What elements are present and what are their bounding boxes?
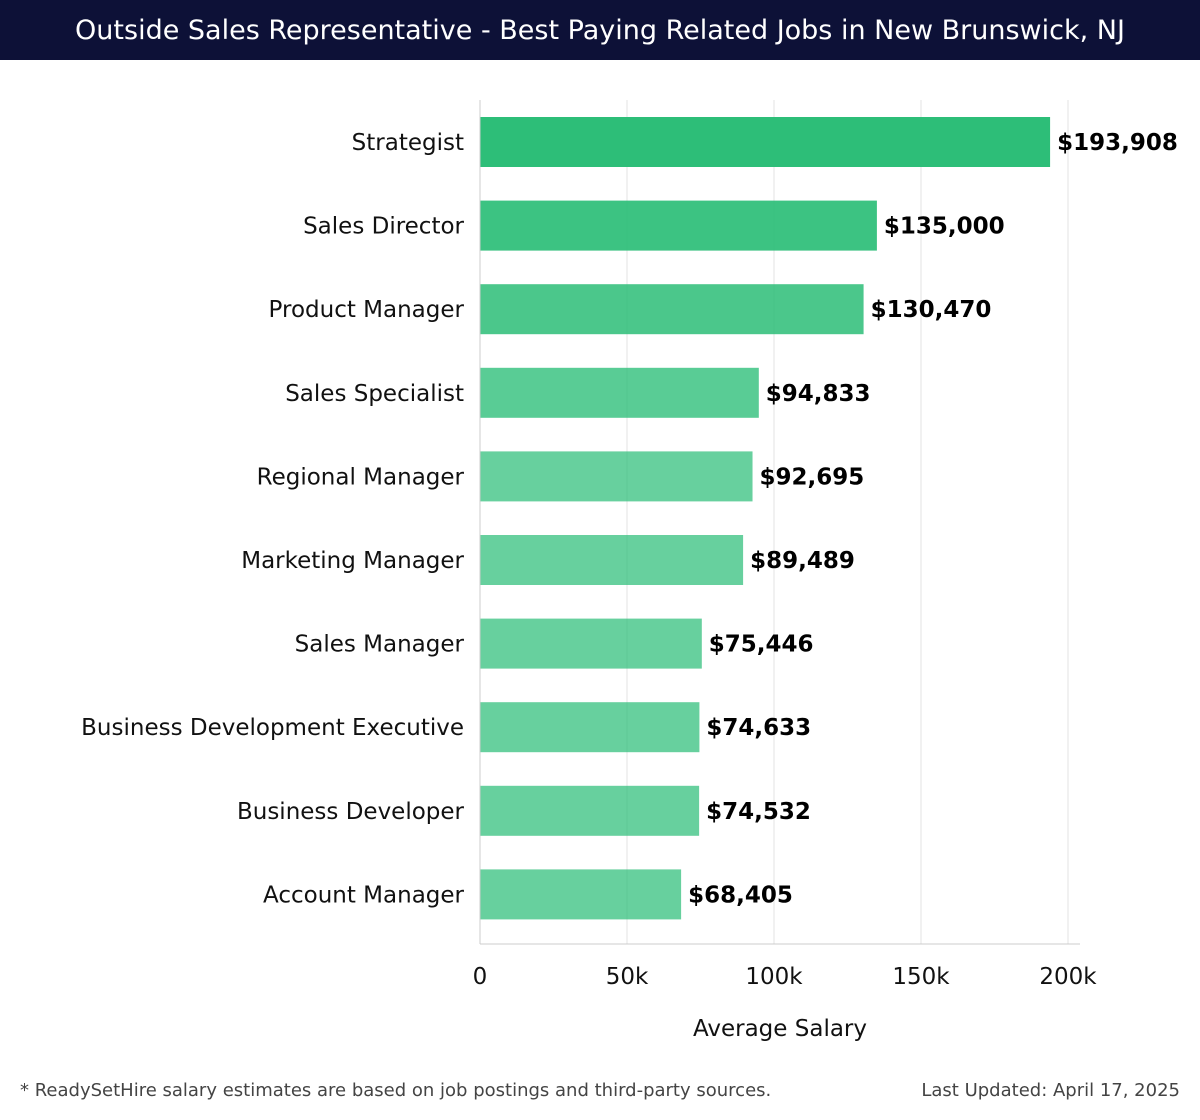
bar (480, 618, 702, 669)
bar (480, 535, 744, 585)
last-updated: Last Updated: April 17, 2025 (921, 1080, 1180, 1101)
x-tick-label: 50k (606, 964, 649, 990)
value-label: $75,446 (709, 632, 814, 658)
value-label: $68,405 (688, 882, 793, 908)
value-label: $92,695 (760, 464, 865, 490)
category-label: Business Development Executive (81, 715, 464, 741)
category-label: Regional Manager (257, 464, 465, 490)
bar (480, 117, 1051, 167)
category-label: Product Manager (269, 297, 465, 323)
bar (480, 367, 759, 418)
bar (480, 869, 682, 920)
x-tick-label: 200k (1039, 964, 1097, 990)
category-label: Account Manager (263, 882, 465, 908)
bar-chart: Strategist $193,908 Sales Director $135,000… (81, 100, 1178, 1042)
value-label: $74,633 (706, 715, 811, 741)
bar (480, 451, 753, 502)
value-label: $94,833 (766, 381, 871, 407)
x-tick-label: 0 (473, 964, 488, 990)
chart-header: Outside Sales Representative - Best Payi… (0, 0, 1200, 60)
category-label: Business Developer (237, 799, 465, 825)
bar (480, 702, 700, 753)
chart-title: Outside Sales Representative - Best Payi… (75, 14, 1125, 46)
value-label: $130,470 (871, 297, 992, 323)
category-label: Sales Manager (295, 632, 465, 658)
x-tick-label: 100k (745, 964, 803, 990)
value-label: $193,908 (1057, 130, 1178, 156)
category-label: Sales Director (303, 214, 464, 240)
value-label: $89,489 (750, 548, 855, 574)
x-axis-label: Average Salary (693, 1016, 867, 1042)
value-label: $74,532 (706, 799, 811, 825)
category-label: Sales Specialist (285, 381, 464, 407)
bar (480, 284, 864, 335)
footer-note: * ReadySetHire salary estimates are base… (20, 1080, 772, 1101)
value-label: $135,000 (884, 214, 1005, 240)
x-tick-label: 150k (892, 964, 950, 990)
bar (480, 200, 877, 251)
category-label: Marketing Manager (241, 548, 464, 574)
category-label: Strategist (352, 130, 464, 156)
bar (480, 785, 700, 836)
